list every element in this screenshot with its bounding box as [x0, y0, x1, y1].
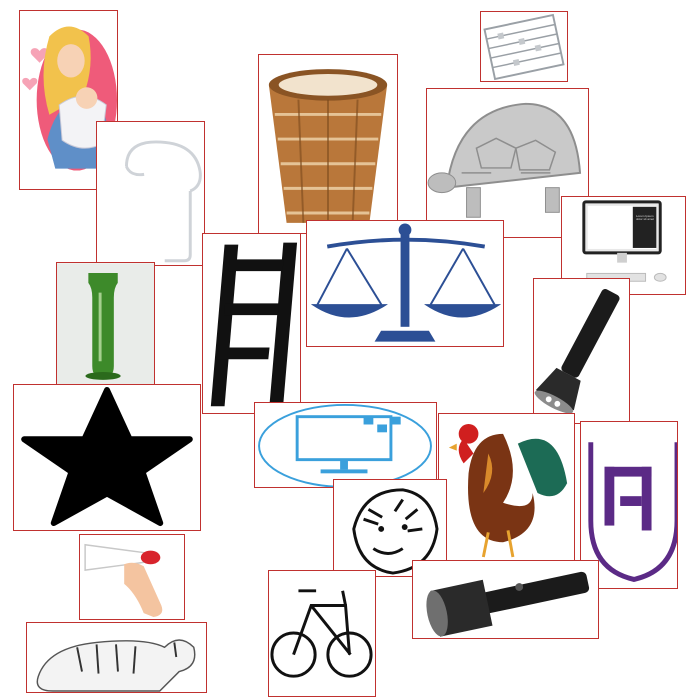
bicycle-tile[interactable] — [268, 570, 376, 697]
abacus-tile[interactable] — [480, 11, 568, 82]
hook-tile[interactable] — [96, 121, 205, 266]
logo-icon — [588, 442, 677, 582]
desktop-computer-icon — [582, 200, 667, 282]
glass-vase-icon — [57, 263, 154, 386]
tiger-head-icon — [352, 488, 439, 575]
basket-tile[interactable] — [258, 54, 398, 234]
scale-tile[interactable] — [306, 220, 504, 347]
computer-screen-text: Lorem Ipsum dolor sit amet — [636, 215, 655, 221]
monitor-tile[interactable] — [254, 402, 437, 488]
ladder-tile[interactable] — [202, 233, 301, 414]
vase-tile[interactable] — [56, 262, 155, 387]
tortoise-tile[interactable] — [426, 88, 589, 238]
megaphone-tile[interactable] — [79, 534, 185, 620]
wicker-basket-icon — [268, 69, 388, 223]
balance-scale-icon — [310, 223, 502, 342]
mother-baby-tile[interactable] — [19, 10, 118, 190]
flashlight-upright-tile[interactable] — [533, 278, 630, 424]
hook-hanger-icon — [124, 140, 202, 263]
bicycle-icon — [270, 589, 373, 678]
tiger-lying-icon — [36, 639, 196, 692]
ladder-icon — [210, 242, 298, 407]
flashlight-icon — [426, 571, 590, 637]
tiger-lying-tile[interactable] — [26, 622, 207, 693]
rooster-icon — [448, 423, 568, 558]
megaphone-icon — [84, 543, 163, 618]
mother-baby-icon — [22, 26, 117, 171]
flashlight-icon — [534, 288, 620, 414]
computer-monitor-icon — [258, 403, 432, 487]
flashlight-horizontal-tile[interactable] — [412, 560, 599, 639]
tortoise-icon — [427, 102, 582, 218]
star-icon — [21, 386, 193, 527]
rooster-tile[interactable] — [438, 413, 575, 565]
star-tile[interactable] — [13, 384, 201, 531]
abacus-icon — [483, 13, 565, 81]
